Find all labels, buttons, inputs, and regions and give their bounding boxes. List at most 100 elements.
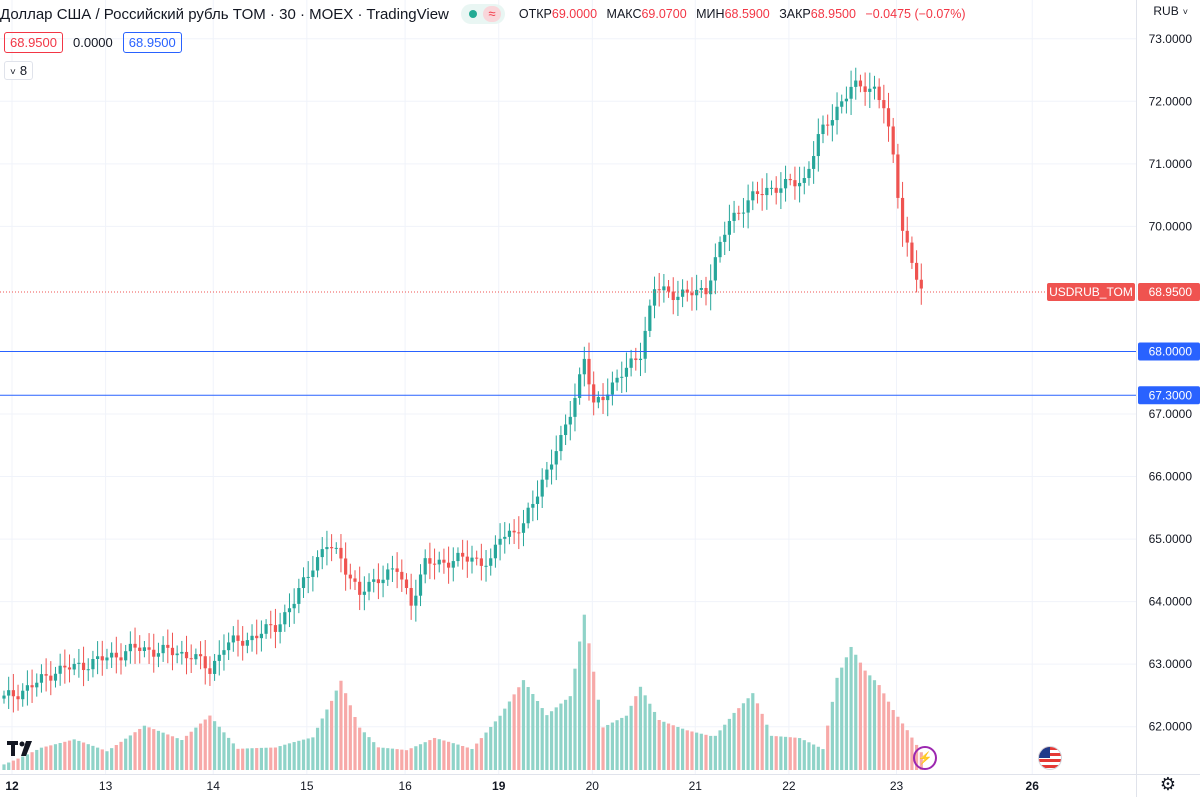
market-status[interactable]: ≈ — [460, 4, 505, 24]
candle-body — [882, 100, 886, 109]
volume-bar — [344, 693, 348, 770]
candle-body — [662, 286, 666, 291]
candle-body — [493, 544, 497, 559]
volume-bar — [886, 701, 891, 770]
candle-body — [910, 242, 914, 263]
volume-bar — [381, 747, 385, 770]
candle-body — [400, 571, 404, 580]
candle-body — [610, 382, 614, 395]
candle-body — [348, 574, 352, 579]
volume-bar — [713, 735, 717, 770]
volume-bar — [147, 727, 151, 770]
x-tick-label: 22 — [782, 779, 796, 793]
candle-body — [269, 624, 273, 626]
volume-bar — [844, 657, 848, 770]
candle-body — [638, 358, 643, 361]
candle-body — [77, 662, 81, 664]
volume-bar — [582, 614, 586, 770]
volume-bar — [751, 693, 755, 770]
candle-body — [325, 547, 329, 550]
volume-bar — [620, 717, 624, 770]
open-label: ОТКР — [518, 7, 552, 21]
buy-price-button[interactable]: 68.9500 — [122, 32, 182, 53]
candle-body — [573, 397, 577, 417]
candle-body — [872, 86, 877, 89]
candle-body — [840, 101, 844, 107]
volume-bar — [334, 690, 338, 770]
candle-body — [765, 187, 769, 196]
x-tick-label: 21 — [689, 779, 703, 793]
y-tick-label: 65.0000 — [1149, 532, 1193, 546]
volume-bar — [900, 723, 905, 770]
delayed-data-icon: ≈ — [482, 6, 501, 22]
x-tick-label: 19 — [492, 779, 506, 793]
candle-body — [666, 286, 671, 292]
volume-bar — [110, 748, 114, 770]
candle-body — [376, 579, 380, 584]
candle-body — [774, 187, 778, 193]
candle-body — [194, 654, 198, 660]
volume-bar — [231, 743, 235, 770]
candle-body — [629, 358, 633, 368]
y-tick-label: 70.0000 — [1149, 219, 1193, 233]
indicators-toggle[interactable]: ˅ 8 — [4, 61, 34, 80]
candle-body — [418, 574, 423, 596]
volume-bar — [227, 737, 231, 770]
volume-bar — [30, 752, 34, 770]
y-tick-label: 64.0000 — [1149, 595, 1193, 609]
volume-bar — [133, 732, 137, 770]
volume-bar — [652, 711, 657, 770]
candle-body — [91, 659, 95, 670]
volume-bar — [465, 747, 469, 770]
tradingview-logo-icon[interactable] — [6, 738, 38, 760]
volume-bar — [208, 715, 212, 770]
volume-bar — [432, 737, 437, 770]
lightning-icon[interactable]: ⚡ — [913, 746, 937, 770]
x-tick-label: 12 — [5, 779, 19, 793]
volume-bar — [858, 662, 863, 770]
candle-body — [30, 685, 34, 688]
volume-bar — [737, 708, 741, 770]
volume-bar — [170, 736, 175, 770]
volume-bar — [292, 742, 296, 770]
candle-body — [203, 656, 207, 669]
candle-body — [727, 220, 731, 235]
volume-bar — [760, 713, 764, 770]
candle-body — [685, 289, 689, 293]
volume-bar — [203, 719, 207, 770]
volume-bar — [535, 701, 540, 770]
candle-body — [624, 367, 629, 377]
volume-bar — [320, 718, 324, 770]
currency-selector[interactable]: RUB ˅ — [1153, 4, 1188, 18]
volume-bar — [451, 743, 455, 770]
volume-bar — [119, 741, 123, 770]
volume-bar — [96, 747, 100, 770]
candle-body — [549, 464, 554, 470]
candle-body — [657, 289, 661, 291]
candle-body — [545, 469, 549, 480]
low-label: МИН — [696, 7, 725, 21]
candle-body — [423, 558, 427, 575]
volume-bar — [676, 726, 680, 770]
gear-icon[interactable]: ⚙ — [1159, 774, 1177, 794]
volume-bar — [156, 730, 161, 770]
currency-label: RUB — [1153, 4, 1179, 18]
volume-bar — [348, 705, 352, 770]
volume-bar — [283, 744, 287, 770]
candle-body — [489, 558, 493, 566]
level-price-tag — [1138, 386, 1200, 405]
volume-bar — [72, 739, 76, 770]
candle-body — [456, 552, 460, 562]
volume-bar — [376, 747, 380, 770]
candle-body — [769, 187, 774, 189]
candle-body — [648, 305, 652, 331]
symbol-title[interactable]: Доллар США / Российский рубль TOM · 30 ·… — [0, 5, 449, 23]
us-flag-icon[interactable] — [1038, 746, 1062, 770]
candle-body — [858, 80, 863, 87]
x-tick-label: 20 — [586, 779, 600, 793]
candle-body — [835, 106, 839, 121]
candle-body — [746, 200, 750, 213]
sell-price-button[interactable]: 68.9500 — [4, 32, 63, 53]
candle-body — [812, 156, 816, 169]
